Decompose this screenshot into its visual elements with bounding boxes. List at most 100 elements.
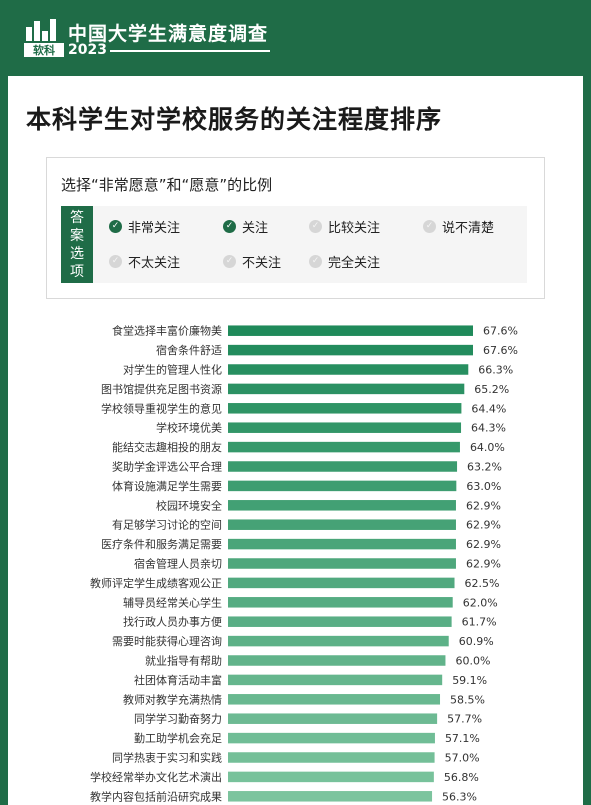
page-title: 本科学生对学校服务的关注程度排序 [26, 105, 443, 134]
check-icon: ✓ [109, 255, 122, 268]
bar [228, 325, 473, 336]
bar [228, 655, 446, 666]
value-label: 63.2% [467, 461, 502, 474]
bar [228, 732, 435, 744]
value-label: 60.9% [459, 635, 494, 648]
value-label: 60.0% [455, 655, 490, 668]
category-label: 体育设施满足学生需要 [112, 479, 222, 493]
bar [228, 519, 456, 530]
bar [228, 674, 443, 686]
category-label: 宿舍条件舒适 [156, 343, 222, 357]
category-label: 找行政人员办事方便 [123, 615, 222, 629]
option-not-concerned[interactable]: ✓ 不关注 [223, 252, 281, 271]
option-slightly-concerned[interactable]: ✓ 不太关注 [109, 252, 180, 271]
value-label: 56.3% [442, 790, 477, 803]
category-label: 图书馆提供充足图书资源 [101, 382, 222, 396]
value-label: 62.9% [466, 558, 501, 571]
option-very-concerned[interactable]: ✓ 非常关注 [109, 217, 180, 236]
tag-char: 答 [70, 209, 84, 226]
category-label: 辅导员经常关心学生 [123, 595, 222, 609]
option-label: 关注 [242, 221, 269, 236]
bar [228, 480, 457, 492]
tag-char: 选 [70, 245, 84, 262]
category-label: 学校环境优美 [156, 421, 222, 435]
value-label: 59.1% [452, 674, 487, 687]
category-label: 能结交志趣相投的朋友 [112, 440, 222, 454]
bar [228, 752, 435, 763]
category-label: 对学生的管理人性化 [123, 363, 222, 377]
bar [228, 616, 452, 627]
answer-options-tag: 答 案 选 项 [61, 206, 93, 283]
bar [228, 538, 456, 550]
option-label: 说不清楚 [442, 221, 495, 236]
check-icon: ✓ [423, 220, 436, 233]
category-label: 勤工助学机会充足 [134, 731, 222, 745]
option-unsure[interactable]: ✓ 说不清楚 [423, 217, 494, 236]
check-icon: ✓ [109, 220, 122, 233]
value-label: 65.2% [474, 383, 509, 396]
category-label: 教学内容包括前沿研究成果 [90, 789, 222, 803]
value-label: 64.0% [470, 441, 505, 454]
value-label: 67.6% [483, 344, 518, 357]
bar [228, 771, 434, 783]
bar [228, 558, 456, 569]
bar [228, 441, 460, 453]
check-icon: ✓ [309, 255, 322, 268]
category-label: 学校领导重视学生的意见 [101, 401, 222, 415]
bar-chart-svg: 食堂选择丰富价廉物美 67.6% 宿舍条件舒适 67.6% 对学生的管理人性化 66.3%… [90, 324, 518, 804]
option-label: 完全关注 [328, 256, 381, 271]
option-fully-concerned[interactable]: ✓ 完全关注 [309, 252, 380, 271]
value-label: 56.8% [444, 771, 479, 784]
value-label: 62.9% [466, 499, 501, 512]
value-label: 66.3% [478, 364, 513, 377]
option-fairly-concerned[interactable]: ✓ 比较关注 [309, 217, 380, 236]
category-label: 教师对教学充满热情 [123, 692, 222, 706]
option-panel: 答 案 选 项 ✓ 非常关注 ✓ 关注 ✓ 比较关注 ✓ 说不清楚 [61, 206, 527, 283]
bar [228, 635, 449, 647]
bar [228, 791, 433, 802]
category-label: 食堂选择丰富价廉物美 [112, 324, 222, 338]
tag-char: 案 [70, 227, 84, 244]
bar [228, 577, 455, 589]
brand-header: 软科 中国大学生满意度调查 2023 [0, 0, 591, 75]
category-label: 教师评定学生成绩客观公正 [90, 576, 222, 590]
category-label: 学校经常举办文化艺术演出 [90, 770, 222, 784]
filter-label: 选择“非常愿意”和“愿意”的比例 [61, 176, 273, 194]
value-label: 64.3% [471, 422, 506, 435]
value-label: 63.0% [466, 480, 501, 493]
bar [228, 383, 465, 395]
check-icon: ✓ [223, 255, 236, 268]
logo-text: 软科 [33, 43, 55, 57]
option-concerned[interactable]: ✓ 关注 [223, 217, 268, 236]
value-label: 67.6% [483, 325, 518, 338]
option-label: 比较关注 [328, 221, 381, 236]
category-label: 医疗条件和服务满足需要 [101, 537, 222, 551]
bar [228, 597, 453, 608]
category-label: 有足够学习讨论的空间 [112, 518, 222, 532]
option-label: 不太关注 [128, 256, 181, 271]
bar [228, 364, 469, 375]
option-label: 不关注 [242, 256, 282, 271]
value-label: 62.0% [463, 596, 498, 609]
value-label: 57.0% [445, 752, 480, 765]
value-label: 57.1% [445, 732, 480, 745]
value-label: 62.9% [466, 519, 501, 532]
answer-filter: 选择“非常愿意”和“愿意”的比例 答 案 选 项 ✓ 非常关注 ✓ 关注 ✓ 比 [46, 157, 545, 299]
content-card: 本科学生对学校服务的关注程度排序 选择“非常愿意”和“愿意”的比例 答 案 选 … [8, 76, 583, 805]
bar [228, 344, 473, 356]
bar [228, 422, 462, 433]
brand-year: 2023 [68, 42, 107, 58]
value-label: 64.4% [471, 402, 506, 415]
check-icon: ✓ [223, 220, 236, 233]
category-label: 社团体育活动丰富 [134, 673, 222, 687]
check-icon: ✓ [309, 220, 322, 233]
tag-char: 项 [70, 263, 84, 280]
bar-chart: 食堂选择丰富价廉物美 67.6% 宿舍条件舒适 67.6% 对学生的管理人性化 66.3%… [8, 316, 583, 805]
category-label: 同学热衷于实习和实践 [112, 751, 222, 765]
category-label: 同学学习勤奋努力 [134, 712, 222, 726]
category-label: 就业指导有帮助 [145, 654, 222, 668]
brand-divider [110, 50, 270, 52]
value-label: 62.9% [466, 538, 501, 551]
value-label: 61.7% [462, 616, 497, 629]
category-label: 校园环境安全 [156, 498, 222, 512]
